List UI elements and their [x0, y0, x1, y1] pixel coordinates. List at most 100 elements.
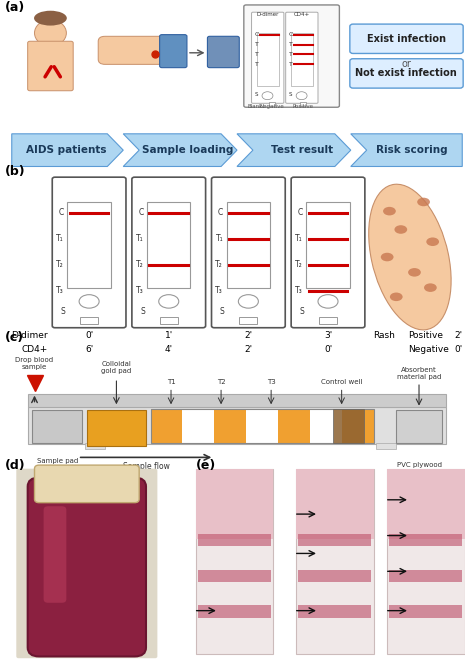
- Text: D-dimer: D-dimer: [256, 13, 279, 18]
- Bar: [80, 317, 98, 324]
- Bar: [396, 410, 442, 443]
- Bar: [390, 534, 462, 546]
- Text: C: C: [298, 208, 303, 217]
- Text: Not exist infection: Not exist infection: [356, 69, 457, 79]
- FancyBboxPatch shape: [291, 177, 365, 328]
- Bar: [296, 469, 374, 653]
- FancyBboxPatch shape: [52, 177, 126, 328]
- FancyBboxPatch shape: [44, 506, 66, 603]
- Text: Absorbent
material pad: Absorbent material pad: [397, 366, 441, 379]
- Text: T2: T2: [217, 379, 225, 385]
- Text: 6': 6': [85, 345, 93, 354]
- Text: S: S: [61, 307, 65, 316]
- Bar: [390, 570, 462, 582]
- FancyBboxPatch shape: [98, 36, 175, 64]
- Text: T₁: T₁: [136, 234, 144, 243]
- Text: D-dimer: D-dimer: [11, 331, 48, 340]
- Text: T₂: T₂: [215, 260, 223, 269]
- Bar: [151, 409, 374, 443]
- Text: 0': 0': [324, 345, 332, 354]
- Polygon shape: [237, 134, 351, 166]
- FancyBboxPatch shape: [208, 36, 239, 67]
- Bar: [198, 534, 271, 546]
- Text: C: C: [255, 32, 259, 38]
- Ellipse shape: [35, 20, 66, 46]
- Text: T: T: [255, 52, 259, 57]
- Circle shape: [426, 238, 439, 246]
- Ellipse shape: [34, 11, 67, 26]
- Text: Positive: Positive: [408, 331, 443, 340]
- Text: T₁: T₁: [295, 234, 303, 243]
- Text: Negative: Negative: [408, 345, 448, 354]
- Bar: [299, 534, 371, 546]
- Circle shape: [381, 253, 393, 261]
- Bar: [306, 202, 350, 288]
- Bar: [291, 33, 313, 86]
- FancyBboxPatch shape: [350, 59, 463, 88]
- FancyBboxPatch shape: [27, 41, 73, 90]
- FancyBboxPatch shape: [27, 478, 146, 657]
- Text: T₂: T₂: [56, 260, 64, 269]
- Circle shape: [79, 294, 99, 308]
- Bar: [299, 605, 371, 618]
- Bar: [214, 409, 246, 443]
- Text: T3: T3: [267, 379, 275, 385]
- Bar: [239, 317, 257, 324]
- Text: 4': 4': [164, 345, 173, 354]
- Bar: [342, 409, 374, 443]
- Bar: [333, 409, 365, 443]
- Text: (a): (a): [5, 1, 25, 14]
- Text: Rash: Rash: [374, 331, 395, 340]
- Text: T: T: [289, 52, 293, 57]
- FancyBboxPatch shape: [244, 5, 339, 107]
- Text: CD4+: CD4+: [293, 13, 310, 18]
- Text: (d): (d): [5, 459, 26, 473]
- Bar: [256, 33, 279, 86]
- FancyBboxPatch shape: [350, 24, 463, 53]
- Text: T₃: T₃: [136, 286, 144, 295]
- Text: 2': 2': [244, 345, 253, 354]
- Text: 2': 2': [244, 331, 253, 340]
- Bar: [151, 409, 374, 443]
- Bar: [390, 605, 462, 618]
- Text: Risk scoring: Risk scoring: [376, 145, 447, 155]
- Text: T: T: [255, 62, 259, 67]
- Text: T1: T1: [167, 379, 175, 385]
- Text: T₁: T₁: [56, 234, 64, 243]
- Ellipse shape: [369, 184, 451, 330]
- Bar: [310, 409, 342, 443]
- Text: Sample pad: Sample pad: [36, 458, 78, 464]
- Bar: [227, 202, 270, 288]
- Bar: [151, 409, 182, 443]
- Text: Test result: Test result: [271, 145, 333, 155]
- Text: T₃: T₃: [295, 286, 303, 295]
- Bar: [32, 410, 82, 443]
- Bar: [278, 409, 310, 443]
- Polygon shape: [27, 394, 447, 407]
- Bar: [182, 409, 214, 443]
- Text: Negative: Negative: [260, 104, 284, 110]
- Text: 1': 1': [164, 331, 173, 340]
- Bar: [299, 570, 371, 582]
- Text: T₁: T₁: [216, 234, 223, 243]
- Text: C: C: [218, 208, 223, 217]
- Polygon shape: [12, 134, 123, 166]
- FancyBboxPatch shape: [16, 469, 157, 658]
- Circle shape: [424, 283, 437, 292]
- Text: C: C: [59, 208, 64, 217]
- Bar: [160, 317, 178, 324]
- Text: Colloidal
gold pad: Colloidal gold pad: [101, 361, 132, 374]
- Circle shape: [383, 207, 396, 215]
- Text: S: S: [289, 92, 292, 97]
- Bar: [269, 102, 275, 106]
- FancyBboxPatch shape: [211, 177, 285, 328]
- Text: C: C: [289, 32, 293, 38]
- Text: Sample loading: Sample loading: [142, 145, 234, 155]
- Bar: [300, 102, 306, 106]
- Text: C: C: [138, 208, 144, 217]
- Polygon shape: [376, 443, 396, 449]
- Circle shape: [318, 294, 338, 308]
- Bar: [87, 410, 146, 446]
- Text: T: T: [289, 62, 293, 67]
- Circle shape: [238, 294, 258, 308]
